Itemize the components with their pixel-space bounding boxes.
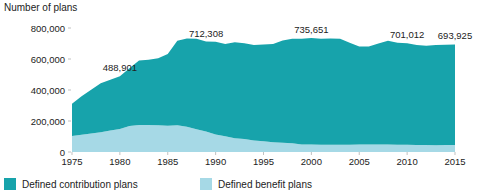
x-tick xyxy=(455,152,456,155)
x-tick-label: 1995 xyxy=(253,156,274,167)
x-tick-label: 1975 xyxy=(61,156,82,167)
y-tick xyxy=(68,59,71,60)
x-tick-label: 1990 xyxy=(205,156,226,167)
legend-swatch xyxy=(200,178,212,190)
annotation: 701,012 xyxy=(390,29,424,40)
x-tick-label: 1980 xyxy=(109,156,130,167)
x-tick xyxy=(72,152,73,155)
legend-label: Defined benefit plans xyxy=(218,179,312,190)
y-tick-label: 600,000 xyxy=(31,54,65,65)
x-tick-label: 1985 xyxy=(157,156,178,167)
y-tick xyxy=(68,121,71,122)
area xyxy=(72,38,455,145)
x-tick-label: 2010 xyxy=(397,156,418,167)
annotation: 488,901 xyxy=(103,62,137,73)
y-tick xyxy=(68,28,71,29)
y-tick-label: 200,000 xyxy=(31,116,65,127)
y-axis-label: Number of plans xyxy=(4,2,77,13)
x-tick xyxy=(407,152,408,155)
annotation: 735,651 xyxy=(294,24,328,35)
plot-area xyxy=(72,38,455,152)
x-tick xyxy=(119,152,120,155)
x-tick xyxy=(263,152,264,155)
x-tick xyxy=(359,152,360,155)
y-tick-label: 800,000 xyxy=(31,23,65,34)
x-tick-label: 2015 xyxy=(444,156,465,167)
y-tick xyxy=(68,90,71,91)
y-tick xyxy=(68,152,71,153)
legend-label: Defined contribution plans xyxy=(22,179,138,190)
legend-swatch xyxy=(4,178,16,190)
annotation: 693,925 xyxy=(438,30,472,41)
x-tick xyxy=(167,152,168,155)
x-tick xyxy=(215,152,216,155)
x-tick-label: 2000 xyxy=(301,156,322,167)
chart: Number of plans0200,000400,000600,000800… xyxy=(0,0,480,196)
x-tick xyxy=(311,152,312,155)
y-tick-label: 400,000 xyxy=(31,85,65,96)
x-tick-label: 2005 xyxy=(349,156,370,167)
annotation: 712,308 xyxy=(189,28,223,39)
